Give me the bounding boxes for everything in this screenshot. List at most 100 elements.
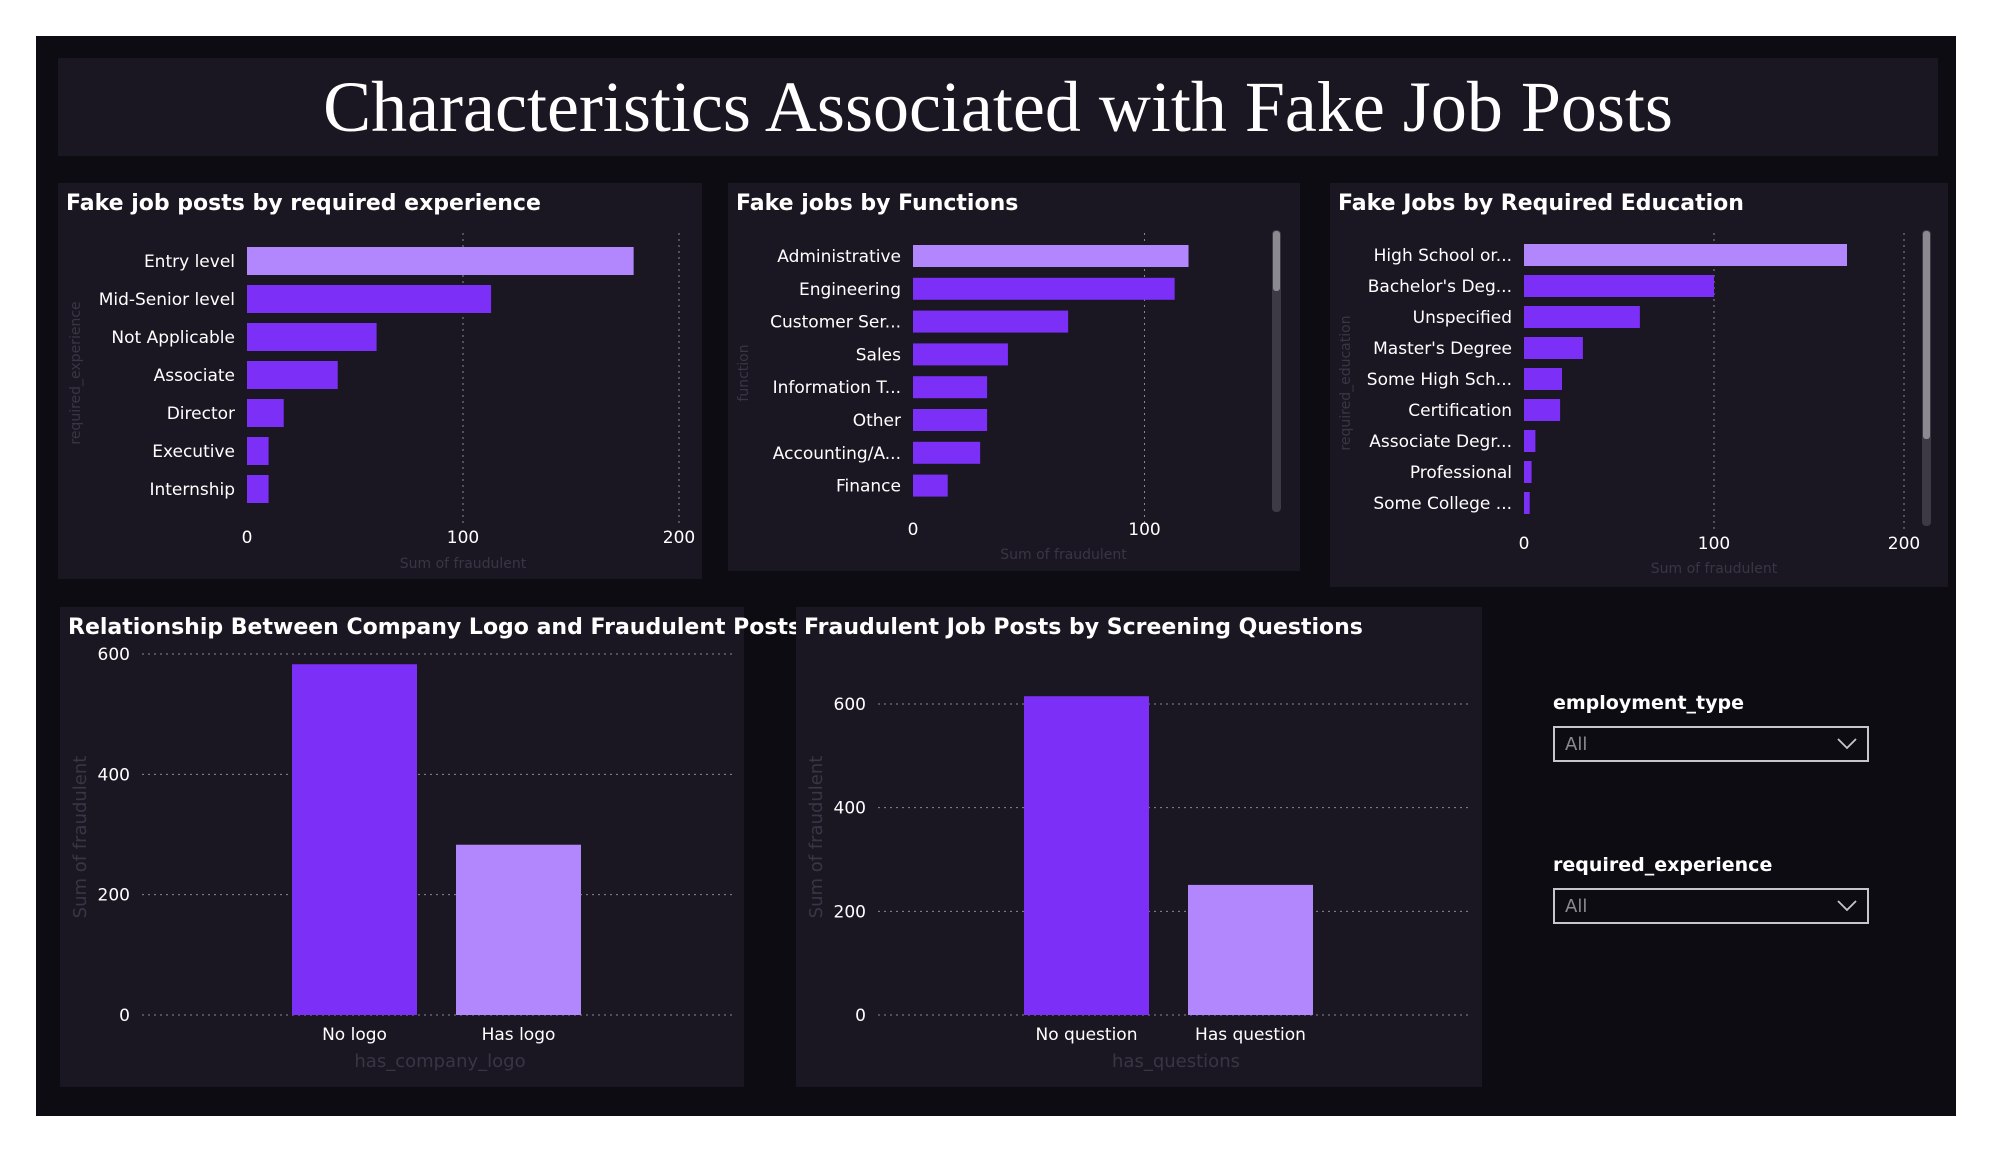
bar [247, 399, 284, 427]
category-label: Bachelor's Deg... [1368, 277, 1512, 297]
bar [913, 441, 981, 464]
scrollbar-track [1272, 230, 1281, 512]
tick-label: 100 [1698, 534, 1730, 554]
category-label: Not Applicable [111, 328, 235, 348]
tick-label: 200 [1888, 534, 1920, 554]
category-label: No question [1036, 1025, 1138, 1045]
category-label: Finance [836, 477, 901, 497]
axis-label: required_experience [68, 301, 84, 444]
bar [913, 409, 988, 431]
tick-label: 100 [447, 528, 479, 548]
category-label: Internship [149, 480, 235, 500]
scrollbar-thumb [1273, 231, 1280, 291]
experience-chart-panel[interactable]: Fake job posts by required experience 0 1… [58, 183, 702, 579]
category-label: Engineering [799, 280, 901, 300]
category-label: Sales [856, 345, 901, 365]
bar [247, 437, 269, 465]
bar [456, 844, 581, 1015]
tick-label: 0 [119, 1006, 130, 1026]
bar [1524, 492, 1530, 514]
chevron-down-icon [1837, 738, 1857, 750]
bar [1524, 306, 1640, 328]
bar [247, 361, 338, 389]
chevron-down-icon [1837, 900, 1857, 912]
tick-label: 600 [834, 695, 866, 715]
chart-title: Fake Jobs by Required Education [1338, 191, 1744, 216]
logo-chart-panel[interactable]: Relationship Between Company Logo and Fr… [60, 607, 801, 1087]
category-label: Other [853, 411, 901, 431]
bar [1188, 884, 1313, 1015]
category-label: Customer Ser... [770, 313, 901, 333]
required-experience-slicer: required_experience All [1553, 854, 1869, 924]
chart-title: Fake job posts by required experience [66, 191, 541, 216]
tick-label: 400 [98, 765, 130, 785]
experience-chart: 0 100 200 Entry level Mid-Senior level Not Ap… [68, 233, 695, 572]
tick-label: 0 [1519, 534, 1530, 554]
bar [1524, 244, 1847, 266]
education-chart: 0 100 200 High School or... Bachelor's Deg..… [1338, 230, 1931, 577]
category-label: Information T... [773, 378, 901, 398]
functions-chart: 0 100 Administrative Engineering Customer Se… [736, 230, 1281, 563]
axis-label: function [736, 344, 752, 401]
category-label: Director [167, 404, 235, 424]
bar [1024, 696, 1149, 1015]
bar [913, 310, 1069, 333]
required-experience-dropdown[interactable]: All [1553, 888, 1869, 924]
axis-label: Sum of fraudulent [70, 756, 91, 919]
bar [913, 343, 1008, 366]
tick-label: 400 [834, 799, 866, 819]
axis-label: Sum of fraudulent [400, 556, 527, 572]
category-label: Mid-Senior level [99, 290, 235, 310]
employment-type-dropdown[interactable]: All [1553, 726, 1869, 762]
slicer-value: All [1565, 895, 1588, 917]
bar [1524, 368, 1562, 390]
chart-title: Fraudulent Job Posts by Screening Questi… [804, 615, 1363, 640]
chart-title: Fake jobs by Functions [736, 191, 1019, 216]
logo-chart: 0 200 400 600 No logo Has logo has_company_log… [70, 645, 732, 1072]
bar [913, 277, 1175, 300]
bar [913, 474, 948, 497]
category-label: Associate Degr... [1369, 432, 1512, 452]
axis-label: required_education [1338, 315, 1354, 450]
bar [247, 285, 492, 313]
category-label: Accounting/A... [773, 444, 901, 464]
page-title: Characteristics Associated with Fake Job… [323, 67, 1673, 147]
slicer-label: required_experience [1553, 854, 1773, 876]
category-label: Some College ... [1373, 494, 1512, 514]
axis-label: Sum of fraudulent [1651, 561, 1778, 577]
tick-label: 0 [908, 520, 919, 540]
tick-label: 200 [98, 886, 130, 906]
tick-label: 100 [1128, 520, 1160, 540]
bar [1524, 399, 1561, 421]
category-label: Has question [1195, 1025, 1306, 1045]
category-label: Executive [152, 442, 235, 462]
questions-chart-panel[interactable]: Fraudulent Job Posts by Screening Questi… [796, 607, 1482, 1087]
education-chart-panel[interactable]: Fake Jobs by Required Education 0 100 200 H… [1330, 183, 1948, 587]
scrollbar-thumb [1923, 231, 1930, 439]
chart-title: Relationship Between Company Logo and Fr… [68, 615, 802, 640]
bar [247, 323, 377, 351]
title-bar: Characteristics Associated with Fake Job… [58, 58, 1938, 156]
bar [1524, 337, 1583, 359]
bar [292, 664, 417, 1015]
bar [1524, 430, 1536, 452]
bar [913, 245, 1189, 267]
category-label: Associate [154, 366, 235, 386]
slicer-label: employment_type [1553, 692, 1744, 714]
category-label: High School or... [1374, 246, 1512, 266]
bar [913, 376, 988, 399]
functions-chart-panel[interactable]: Fake jobs by Functions 0 100 Administrativ… [728, 183, 1300, 571]
category-label: Has logo [482, 1025, 556, 1045]
category-label: Unspecified [1413, 308, 1512, 328]
axis-label: Sum of fraudulent [806, 756, 827, 919]
employment-type-slicer: employment_type All [1553, 692, 1869, 762]
bar [1524, 461, 1532, 483]
tick-label: 200 [663, 528, 695, 548]
category-label: Some High Sch... [1367, 370, 1512, 390]
slicer-value: All [1565, 733, 1588, 755]
axis-label: Sum of fraudulent [1000, 547, 1127, 563]
bar [247, 475, 269, 503]
category-label: Certification [1408, 401, 1512, 421]
tick-label: 0 [855, 1006, 866, 1026]
category-label: Administrative [777, 247, 901, 267]
